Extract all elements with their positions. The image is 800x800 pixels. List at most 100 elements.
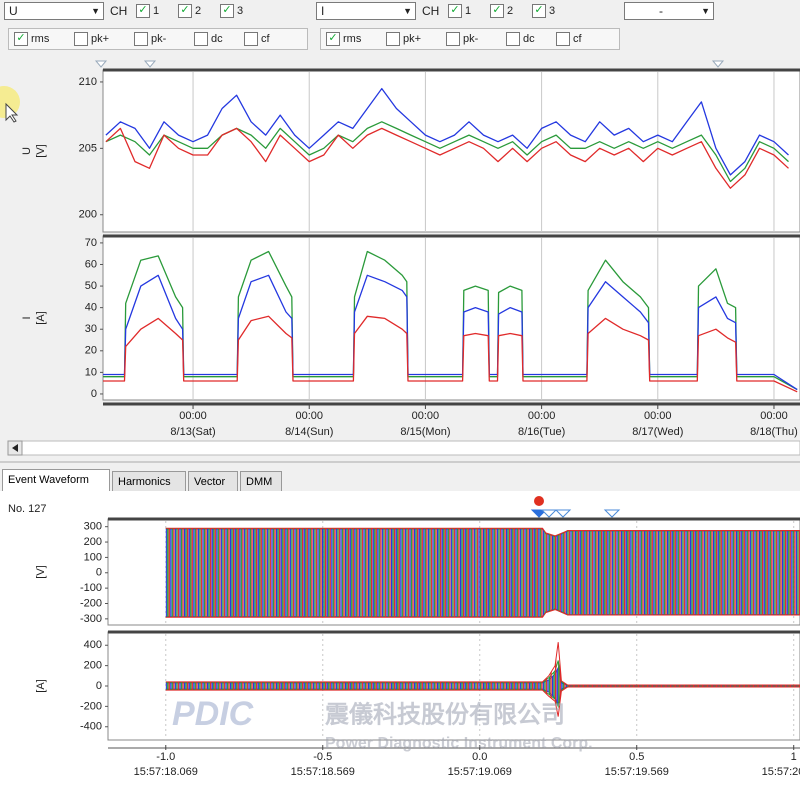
checkbox-label: rms bbox=[31, 33, 50, 45]
plot-content bbox=[165, 642, 800, 717]
y-tick-label: 200 bbox=[79, 209, 97, 221]
checkbox[interactable] bbox=[326, 32, 340, 47]
checkbox[interactable] bbox=[448, 4, 462, 19]
checkbox[interactable] bbox=[556, 32, 570, 47]
y-tick-label: 70 bbox=[85, 237, 97, 249]
y-tick-label: 205 bbox=[79, 142, 97, 154]
checkbox-item[interactable]: 3 bbox=[220, 4, 243, 19]
checkbox[interactable] bbox=[136, 4, 150, 19]
checkbox[interactable] bbox=[490, 4, 504, 19]
checkbox-item[interactable]: cf bbox=[556, 32, 582, 47]
tab[interactable]: Harmonics bbox=[112, 471, 186, 491]
trend-marker bbox=[711, 60, 725, 68]
y-tick-label: 0 bbox=[96, 567, 102, 579]
checkbox[interactable] bbox=[446, 32, 460, 47]
checkbox-label: pk+ bbox=[91, 33, 110, 45]
y-tick-label: 200 bbox=[84, 660, 102, 672]
x-tick-label: 00:00 bbox=[760, 410, 788, 422]
tab[interactable]: DMM bbox=[240, 471, 282, 491]
x-tick-label: 00:00 bbox=[528, 410, 556, 422]
checkbox-label: cf bbox=[261, 33, 270, 45]
checkbox[interactable] bbox=[220, 4, 234, 19]
dropdown[interactable]: - ▼ bbox=[624, 2, 714, 20]
y-tick-label: 0 bbox=[91, 388, 97, 400]
checkbox-label: 1 bbox=[465, 5, 472, 17]
checkbox[interactable] bbox=[506, 32, 520, 47]
plot-content bbox=[103, 250, 798, 393]
checkbox-item[interactable]: pk- bbox=[134, 32, 166, 47]
watermark-company: 震儀科技股份有限公司 bbox=[325, 700, 565, 728]
x-tick-sublabel: 15:57:19.069 bbox=[448, 766, 512, 778]
checkbox[interactable] bbox=[178, 4, 192, 19]
dropdown-arrow: ▼ bbox=[403, 6, 412, 16]
x-tick-sublabel: 15:57:18.069 bbox=[134, 766, 198, 778]
checkbox[interactable] bbox=[532, 4, 546, 19]
checkbox[interactable] bbox=[244, 32, 258, 47]
y-tick-label: 210 bbox=[79, 76, 97, 88]
x-tick-sublabel: 8/17(Wed) bbox=[632, 426, 683, 438]
checkbox-item[interactable]: pk- bbox=[446, 32, 479, 47]
y-tick-label: 200 bbox=[84, 536, 102, 548]
y-tick-label: 60 bbox=[85, 258, 97, 270]
series-line bbox=[103, 274, 798, 391]
y-tick-label: 0 bbox=[96, 680, 102, 692]
checkbox-item[interactable]: dc bbox=[506, 32, 535, 47]
mouse-cursor bbox=[5, 102, 19, 123]
y-tick-label: -200 bbox=[80, 597, 102, 609]
checkbox[interactable] bbox=[386, 32, 400, 47]
checkbox-item[interactable]: 2 bbox=[490, 4, 513, 19]
dropdown-value: U bbox=[9, 4, 18, 18]
checkbox-label: dc bbox=[211, 33, 223, 45]
tab[interactable]: Event Waveform bbox=[2, 469, 110, 491]
y-tick-label: 100 bbox=[84, 551, 102, 563]
x-tick-label: 0.0 bbox=[472, 751, 487, 763]
y-tick-label: 40 bbox=[85, 302, 97, 314]
checkbox-item[interactable]: dc bbox=[194, 32, 223, 47]
dropdown[interactable]: I ▼ bbox=[316, 2, 416, 20]
plot-content bbox=[165, 527, 800, 618]
scrollbar[interactable] bbox=[7, 440, 800, 456]
checkbox-item[interactable]: 1 bbox=[448, 4, 472, 19]
y-tick-label: 400 bbox=[84, 639, 102, 651]
dropdown[interactable]: U ▼ bbox=[4, 2, 104, 20]
checkbox-item[interactable]: rms bbox=[326, 32, 361, 47]
event-marker[interactable] bbox=[540, 509, 558, 518]
checkbox-label: pk+ bbox=[403, 33, 422, 45]
checkbox[interactable] bbox=[74, 32, 88, 47]
checkbox-item[interactable]: cf bbox=[244, 32, 270, 47]
checkbox-item[interactable]: pk+ bbox=[74, 32, 110, 47]
checkbox[interactable] bbox=[14, 32, 28, 47]
checkbox-item[interactable]: pk+ bbox=[386, 32, 422, 47]
checkbox-item[interactable]: 1 bbox=[136, 4, 160, 19]
event-marker[interactable] bbox=[603, 509, 621, 518]
event-number: No. 127 bbox=[8, 503, 47, 515]
x-tick-label: 00:00 bbox=[179, 410, 207, 422]
checkbox-label: pk- bbox=[463, 33, 479, 45]
checkbox[interactable] bbox=[194, 32, 208, 47]
y-tick-label: 20 bbox=[85, 345, 97, 357]
x-tick-label: -1.0 bbox=[156, 751, 175, 763]
plot-frame bbox=[102, 235, 800, 401]
tab[interactable]: Vector bbox=[188, 471, 238, 491]
x-tick-sublabel: 8/16(Tue) bbox=[518, 426, 565, 438]
checkbox-item[interactable]: 2 bbox=[178, 4, 201, 19]
checkbox-label: 1 bbox=[153, 5, 160, 17]
y-axis-label: U bbox=[21, 147, 33, 155]
event-marker[interactable] bbox=[530, 509, 548, 518]
x-tick-label: 00:00 bbox=[295, 410, 323, 422]
x-tick-sublabel: 8/14(Sun) bbox=[285, 426, 333, 438]
checkbox-item[interactable]: rms bbox=[14, 32, 50, 47]
event-marker[interactable] bbox=[554, 509, 572, 518]
y-axis-unit: [A] bbox=[35, 679, 47, 692]
x-tick-label: 00:00 bbox=[644, 410, 672, 422]
series-line bbox=[103, 250, 798, 391]
watermark-english: Power Diagnostic Instrument Corp. bbox=[325, 735, 593, 752]
y-tick-label: 300 bbox=[84, 521, 102, 533]
checkbox-item[interactable]: 3 bbox=[532, 4, 555, 19]
checkbox[interactable] bbox=[134, 32, 148, 47]
y-tick-label: 10 bbox=[85, 366, 97, 378]
series-line bbox=[105, 87, 789, 176]
y-axis-unit: [V] bbox=[35, 565, 47, 578]
toolbar: U▼CH123rmspk+pk-dccfI▼CH123rmspk+pk-dccf… bbox=[0, 0, 800, 56]
